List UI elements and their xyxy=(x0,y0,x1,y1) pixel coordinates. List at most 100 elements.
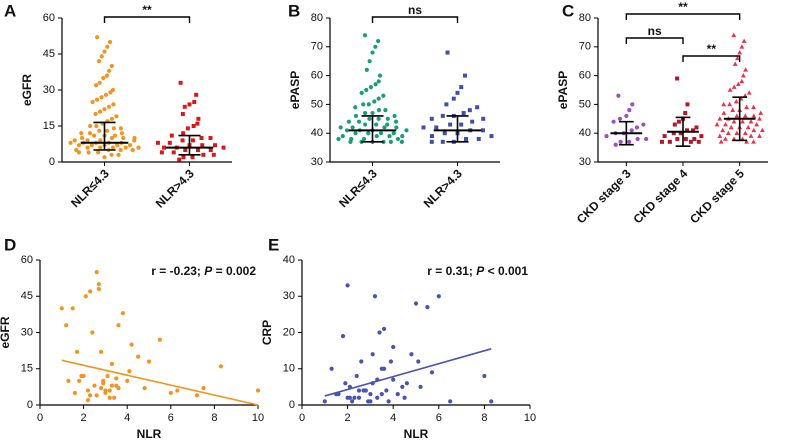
data-point xyxy=(740,119,745,124)
data-point xyxy=(114,114,119,119)
data-point xyxy=(347,395,352,400)
data-point xyxy=(101,75,106,81)
data-point xyxy=(748,119,754,124)
data-point xyxy=(659,139,664,144)
data-point xyxy=(181,131,186,136)
data-point xyxy=(74,349,80,354)
data-point xyxy=(448,399,453,404)
data-point xyxy=(440,113,445,118)
data-point xyxy=(723,121,728,127)
data-point xyxy=(464,136,468,141)
data-point xyxy=(721,101,727,107)
data-point xyxy=(104,73,110,78)
data-point xyxy=(68,140,73,145)
data-point xyxy=(97,109,103,114)
x-tick-label: NLR>4.3 xyxy=(421,166,465,210)
data-point xyxy=(109,383,115,388)
data-point xyxy=(718,139,724,144)
data-point xyxy=(96,150,101,155)
data-point xyxy=(404,128,409,133)
data-point xyxy=(255,388,261,393)
data-point xyxy=(751,113,757,118)
data-point xyxy=(742,113,748,118)
trend-line xyxy=(324,348,492,397)
data-point xyxy=(482,373,487,379)
data-point xyxy=(350,399,355,404)
data-point xyxy=(386,399,391,404)
data-point xyxy=(101,381,106,386)
data-point xyxy=(114,376,119,381)
data-point xyxy=(372,294,378,299)
data-point xyxy=(683,136,688,141)
y-tick-label: 80 xyxy=(579,12,591,24)
panel-label: A xyxy=(4,1,16,20)
y-tick-label: 60 xyxy=(43,12,55,24)
data-point xyxy=(391,377,396,382)
y-tick-label: 60 xyxy=(311,70,323,82)
data-point xyxy=(185,126,190,131)
data-point xyxy=(694,125,699,130)
data-point xyxy=(120,311,125,316)
data-point xyxy=(372,99,377,104)
data-point xyxy=(728,124,734,130)
data-point xyxy=(725,130,731,135)
significance-label: ** xyxy=(142,3,152,17)
data-point xyxy=(76,143,82,148)
data-point xyxy=(720,127,726,133)
data-point xyxy=(109,152,114,157)
stat-text: r = 0.31; P < 0.001 xyxy=(427,264,528,278)
data-point xyxy=(430,134,434,139)
data-point xyxy=(683,111,688,116)
data-point xyxy=(368,392,373,397)
data-point xyxy=(64,323,69,328)
data-point xyxy=(381,93,386,98)
data-point xyxy=(105,373,110,379)
data-point xyxy=(94,393,99,398)
data-point xyxy=(119,131,125,136)
data-point xyxy=(448,122,453,127)
significance-bracket xyxy=(682,55,741,62)
data-point xyxy=(95,35,100,40)
data-point xyxy=(99,95,104,100)
data-point xyxy=(102,49,107,54)
y-tick-label: 0 xyxy=(27,399,33,411)
data-point xyxy=(481,128,485,133)
data-point xyxy=(678,131,683,136)
data-point xyxy=(388,139,393,144)
data-point xyxy=(385,116,390,121)
data-point xyxy=(107,39,113,45)
data-point xyxy=(76,150,82,155)
significance-label: ns xyxy=(648,24,662,38)
x-tick-label: 6 xyxy=(436,412,442,424)
data-point xyxy=(451,96,456,101)
data-point xyxy=(429,139,434,144)
data-point xyxy=(624,113,629,119)
data-point xyxy=(118,126,123,131)
x-tick-label: NLR≤4.3 xyxy=(336,166,380,210)
data-point xyxy=(459,85,464,90)
data-point xyxy=(322,399,327,404)
data-point xyxy=(218,364,224,369)
data-point xyxy=(168,390,173,396)
data-point xyxy=(190,138,195,143)
y-tick-label: 40 xyxy=(311,127,323,139)
data-point xyxy=(384,388,389,393)
data-point xyxy=(125,378,130,383)
data-point xyxy=(644,136,649,142)
data-point xyxy=(94,123,99,129)
data-point xyxy=(171,150,176,155)
data-point xyxy=(604,133,609,139)
data-point xyxy=(387,133,392,139)
data-point xyxy=(382,125,387,130)
data-point xyxy=(221,145,226,150)
data-point xyxy=(98,138,103,143)
x-tick-label: 10 xyxy=(252,412,264,424)
data-point xyxy=(635,136,640,142)
data-point xyxy=(672,122,677,127)
data-point xyxy=(745,124,751,130)
data-point xyxy=(361,136,367,142)
data-point xyxy=(109,135,115,141)
data-point xyxy=(343,381,348,386)
data-point xyxy=(199,136,204,140)
data-point xyxy=(359,90,364,95)
